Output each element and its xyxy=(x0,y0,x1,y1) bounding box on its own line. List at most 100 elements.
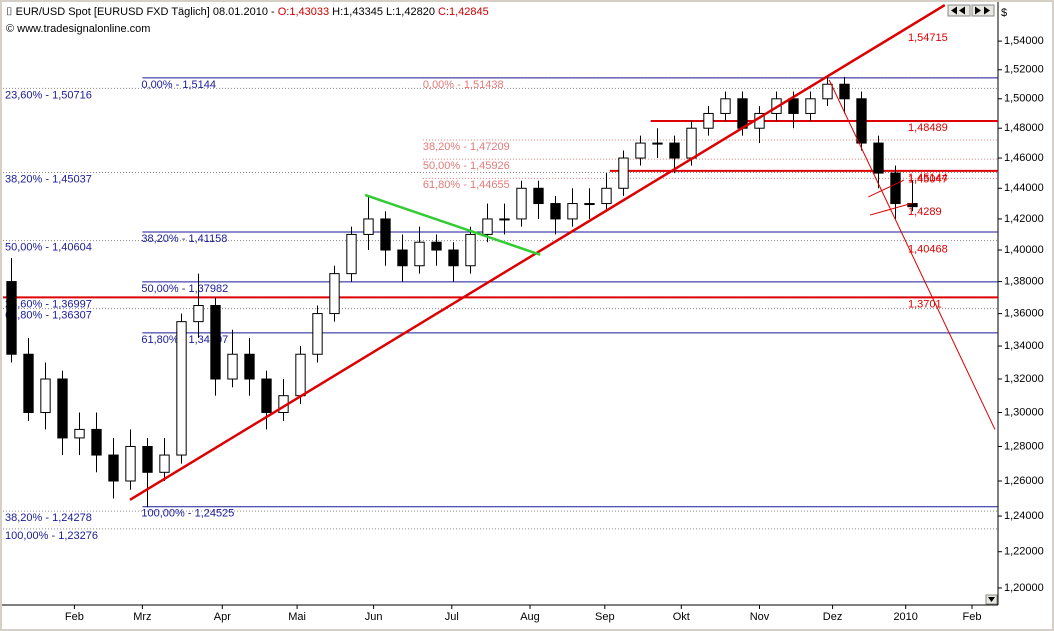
plot-area xyxy=(2,2,998,605)
y-axis-area xyxy=(998,2,1052,605)
source: © www.tradesignalonline.com xyxy=(6,23,150,35)
candle-body xyxy=(652,142,663,145)
y-tick-label: 1,34000 xyxy=(1004,340,1044,352)
level-label: 38,20% - 1,24278 xyxy=(5,512,92,524)
candle-body xyxy=(414,241,425,267)
candle-body xyxy=(686,127,697,159)
x-tick-label: Feb xyxy=(65,611,84,623)
title-part: O:1,43033 xyxy=(278,6,329,18)
nav-buttons[interactable] xyxy=(947,4,998,605)
y-tick-label: 1,24000 xyxy=(1004,510,1044,522)
level-label: 1,45144 xyxy=(908,172,948,184)
candle-body xyxy=(6,281,17,355)
candle-body xyxy=(380,218,391,251)
candle-body xyxy=(244,353,255,380)
level-label: 50,00% - 1,40604 xyxy=(5,241,92,253)
level-label: 23,60% - 1,36997 xyxy=(5,298,92,310)
title-icon: ⌷ xyxy=(6,6,16,18)
trendline xyxy=(868,179,905,198)
candle-body xyxy=(737,98,748,129)
y-tick-label: 1,52000 xyxy=(1004,64,1044,76)
candle-body xyxy=(74,428,85,439)
nav-icon xyxy=(984,6,990,15)
level-label: 50,00% - 1,37982 xyxy=(141,283,228,295)
y-tick-label: 1,50000 xyxy=(1004,93,1044,105)
candle-body xyxy=(142,445,153,473)
level-label: 61,80% - 1,36307 xyxy=(5,310,92,322)
title-part: C:1,42845 xyxy=(438,6,489,18)
x-tick-label: Apr xyxy=(214,611,231,623)
y-tick-label: 1,28000 xyxy=(1004,440,1044,452)
candle-body xyxy=(839,83,850,100)
level-label: 0,00% - 1,5144 xyxy=(141,79,216,91)
y-tick-label: 1,44000 xyxy=(1004,182,1044,194)
scroll-icon xyxy=(988,597,995,602)
candle-body xyxy=(40,378,51,413)
x-tick-label: Aug xyxy=(520,611,540,623)
candle-body xyxy=(227,353,238,380)
level-label: 1,54715 xyxy=(908,32,948,44)
x-tick-label: Mrz xyxy=(133,611,151,623)
title-part: L:1,42820 xyxy=(386,6,435,18)
y-tick-label: 1,40000 xyxy=(1004,244,1044,256)
x-tick-label: Mai xyxy=(288,611,306,623)
candle-body xyxy=(890,172,901,205)
y-tick-label: 1,22000 xyxy=(1004,546,1044,558)
x-tick-label: Dez xyxy=(823,611,843,623)
y-tick-label: 1,26000 xyxy=(1004,475,1044,487)
candle-body xyxy=(193,305,204,323)
candle-body xyxy=(159,454,170,473)
candle-body xyxy=(431,241,442,251)
nav-icon xyxy=(975,6,981,15)
candle-body xyxy=(210,305,221,380)
level-label: 38,20% - 1,41158 xyxy=(141,233,227,245)
candle-body xyxy=(295,353,306,397)
x-tick-label: Okt xyxy=(673,611,690,623)
level-label: 23,60% - 1,50716 xyxy=(5,89,92,101)
layers: 23,60% - 1,50716 38,20% - 1,45037 50,00% -… xyxy=(3,4,998,542)
candle-body xyxy=(550,203,561,220)
x-axis-area xyxy=(2,605,1052,629)
candle-body xyxy=(788,98,799,114)
currency: $ xyxy=(1001,7,1007,19)
level-label: 1,48489 xyxy=(908,122,948,134)
candle-body xyxy=(703,112,714,129)
candle-body xyxy=(465,233,476,267)
y-tick-label: 1,54000 xyxy=(1004,35,1044,47)
candle-body xyxy=(125,445,136,482)
candle-body xyxy=(363,218,374,235)
trendline xyxy=(869,202,913,216)
candle-body xyxy=(57,378,68,439)
candle-body xyxy=(805,98,816,114)
nav-icon xyxy=(951,6,957,15)
title-part: EUR/USD Spot [EURUSD FXD Täglich] 08.01.… xyxy=(16,6,278,18)
trendline xyxy=(364,193,541,256)
level-label: 1,45047 xyxy=(908,173,948,185)
candle-body xyxy=(329,273,340,315)
y-tick-label: 1,48000 xyxy=(1004,122,1044,134)
nav-icon xyxy=(959,6,965,15)
level-label: 50,00% - 1,45926 xyxy=(423,160,510,172)
candle-body xyxy=(448,249,459,267)
y-tick-label: 1,36000 xyxy=(1004,307,1044,319)
candle-body xyxy=(873,142,884,174)
candle-body xyxy=(720,98,731,114)
candle-body xyxy=(312,313,323,355)
candle-body xyxy=(618,157,629,189)
level-label: 100,00% - 1,24525 xyxy=(141,508,234,520)
candle-body xyxy=(567,203,578,220)
level-label: 1,3701 xyxy=(908,298,942,310)
candle-body xyxy=(635,142,646,159)
x-tick-label: Nov xyxy=(750,611,770,623)
level-label: 0,00% - 1,51438 xyxy=(423,79,504,91)
nav-forward[interactable] xyxy=(971,4,995,17)
x-tick-label: Feb xyxy=(963,611,982,623)
x-tick-label: Jun xyxy=(365,611,383,623)
y-tick-label: 1,30000 xyxy=(1004,406,1044,418)
y-tick-label: 1,38000 xyxy=(1004,275,1044,287)
candle-body xyxy=(108,454,119,482)
candle-body xyxy=(23,353,34,413)
level-label: 61,80% - 1,44655 xyxy=(423,179,510,191)
level-label: 1,4289 xyxy=(908,206,942,218)
